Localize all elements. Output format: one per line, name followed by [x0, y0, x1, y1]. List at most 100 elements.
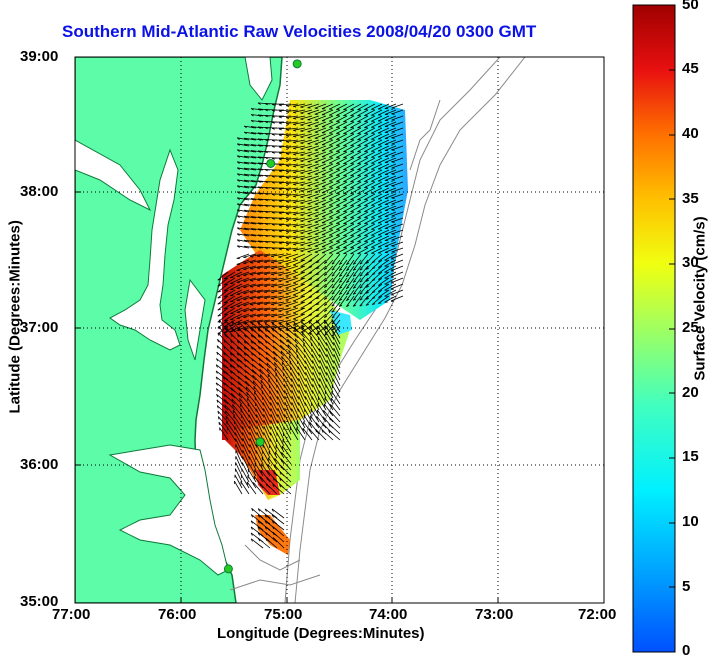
velocity-arrow [265, 340, 278, 351]
velocity-arrow [301, 321, 313, 333]
velocity-arrow [377, 199, 390, 206]
velocity-arrow-head [257, 228, 261, 231]
velocity-arrow-head [264, 223, 268, 226]
velocity-arrow-head [322, 416, 325, 420]
velocity-arrow [336, 235, 348, 242]
velocity-arrow [331, 301, 341, 313]
velocity-arrow [257, 319, 271, 323]
velocity-arrow [237, 375, 250, 387]
velocity-arrow-head [244, 321, 247, 325]
velocity-arrow [237, 245, 250, 249]
velocity-arrow [232, 404, 243, 417]
velocity-arrow-head [271, 175, 275, 178]
ytick-label: 36:00 [20, 456, 59, 473]
velocity-arrow-head [236, 161, 240, 164]
velocity-arrow-head [222, 370, 225, 374]
velocity-arrow [273, 351, 285, 363]
velocity-arrow [277, 408, 285, 423]
velocity-arrow [357, 175, 369, 183]
velocity-arrow [350, 223, 362, 231]
velocity-arrow [286, 187, 299, 190]
velocity-arrow [225, 415, 236, 429]
velocity-arrow [311, 348, 320, 363]
colorbar-title: Surface Velocity (cm/s) [691, 216, 709, 381]
velocity-arrow [258, 538, 271, 549]
velocity-arrow [307, 229, 320, 235]
velocity-arrow [384, 211, 397, 217]
velocity-arrow-head [257, 234, 261, 237]
velocity-arrow-head [257, 120, 261, 123]
velocity-arrow [278, 241, 292, 244]
velocity-arrow [331, 277, 341, 289]
velocity-arrow [336, 151, 348, 158]
velocity-arrow [321, 133, 334, 140]
velocity-arrow-head [316, 303, 320, 306]
velocity-arrow [371, 175, 383, 182]
velocity-arrow [278, 259, 292, 264]
velocity-arrow [237, 167, 250, 171]
velocity-arrow-head [250, 216, 254, 219]
velocity-arrow [264, 319, 278, 323]
velocity-arrow [323, 277, 334, 288]
velocity-arrow [391, 133, 404, 139]
velocity-arrow [244, 161, 257, 165]
velocity-arrow-head [250, 126, 254, 129]
velocity-arrow [300, 115, 313, 120]
velocity-arrow [364, 109, 376, 116]
velocity-arrow [258, 357, 271, 369]
velocity-arrow [371, 187, 383, 194]
velocity-arrow [314, 163, 327, 169]
velocity-arrow [223, 313, 236, 322]
velocity-arrow-head [300, 166, 304, 168]
station-marker [255, 437, 265, 447]
velocity-arrow [286, 151, 299, 154]
velocity-arrow-head [236, 185, 240, 188]
velocity-arrow [244, 131, 257, 135]
velocity-arrow-head [264, 175, 268, 178]
velocity-arrow [223, 387, 236, 399]
velocity-arrow-head [316, 273, 320, 276]
velocity-arrow [307, 217, 320, 223]
velocity-arrow [243, 277, 257, 282]
velocity-arrow-head [315, 429, 317, 433]
velocity-arrow [323, 319, 334, 330]
velocity-arrow [304, 360, 313, 375]
velocity-arrow [371, 211, 383, 218]
velocity-arrow-head [300, 148, 304, 150]
velocity-arrow-head [236, 346, 239, 350]
velocity-arrow [365, 259, 376, 270]
velocity-arrow [314, 109, 327, 115]
velocity-arrow-head [265, 532, 268, 536]
velocity-arrow [318, 384, 327, 399]
velocity-arrow-head [271, 121, 275, 124]
velocity-arrow [329, 247, 341, 254]
velocity-arrow-head [324, 292, 328, 294]
velocity-arrow [343, 175, 355, 183]
velocity-arrow [308, 313, 320, 322]
velocity-arrow [293, 205, 306, 209]
velocity-arrow [336, 163, 348, 170]
velocity-arrow-head [278, 146, 282, 149]
velocity-arrow-head [286, 322, 289, 326]
velocity-arrow [319, 366, 327, 381]
velocity-arrow [293, 103, 306, 107]
velocity-arrow [241, 420, 250, 435]
velocity-arrow [329, 109, 341, 116]
velocity-arrow-head [339, 262, 343, 265]
velocity-arrow-head [346, 274, 350, 277]
velocity-arrow [264, 271, 278, 275]
velocity-arrow [293, 241, 306, 245]
velocity-arrow [257, 307, 271, 311]
velocity-arrow-head [271, 241, 275, 244]
velocity-arrow-head [316, 309, 320, 312]
velocity-arrow-head [281, 361, 284, 365]
velocity-arrow [314, 247, 327, 253]
velocity-arrow [229, 352, 243, 363]
velocity-arrow [234, 426, 243, 441]
velocity-arrow-head [316, 285, 320, 288]
velocity-arrow-head [264, 145, 268, 148]
velocity-arrow [384, 271, 397, 279]
velocity-arrow-head [236, 215, 240, 218]
velocity-arrow-head [257, 514, 260, 518]
velocity-arrow-head [257, 279, 261, 282]
